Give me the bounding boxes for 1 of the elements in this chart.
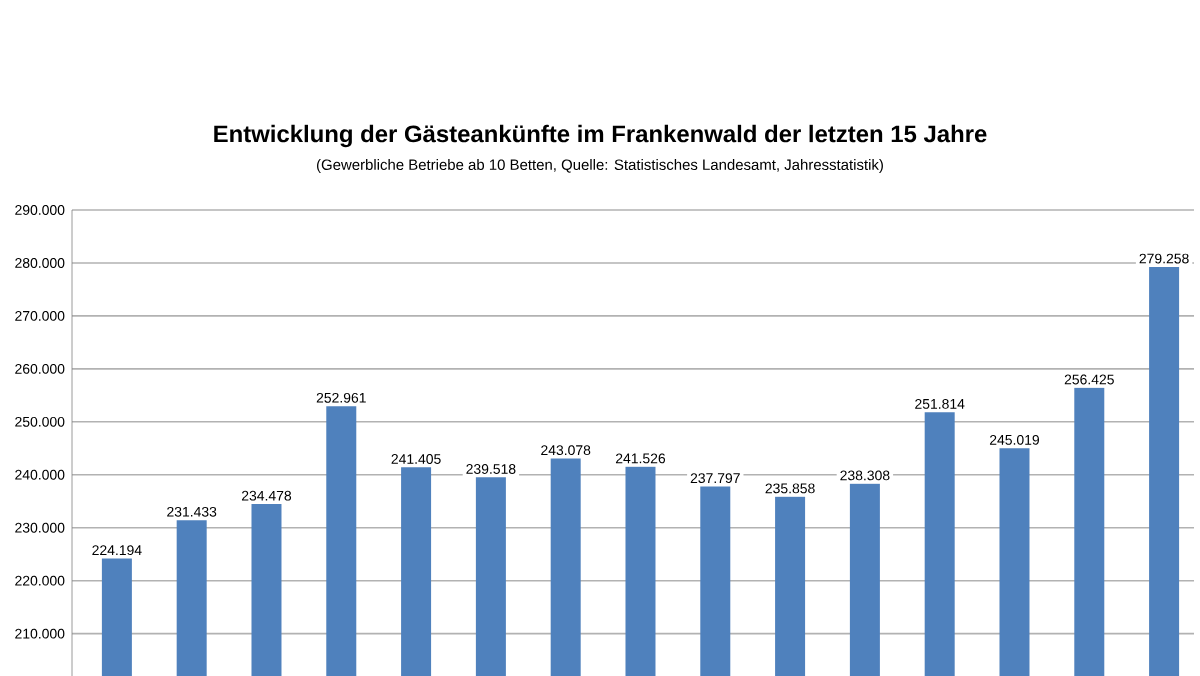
chart-title: Entwicklung der Gästeankünfte im Frankenwald der letzten 15 Jahre [214,124,987,148]
